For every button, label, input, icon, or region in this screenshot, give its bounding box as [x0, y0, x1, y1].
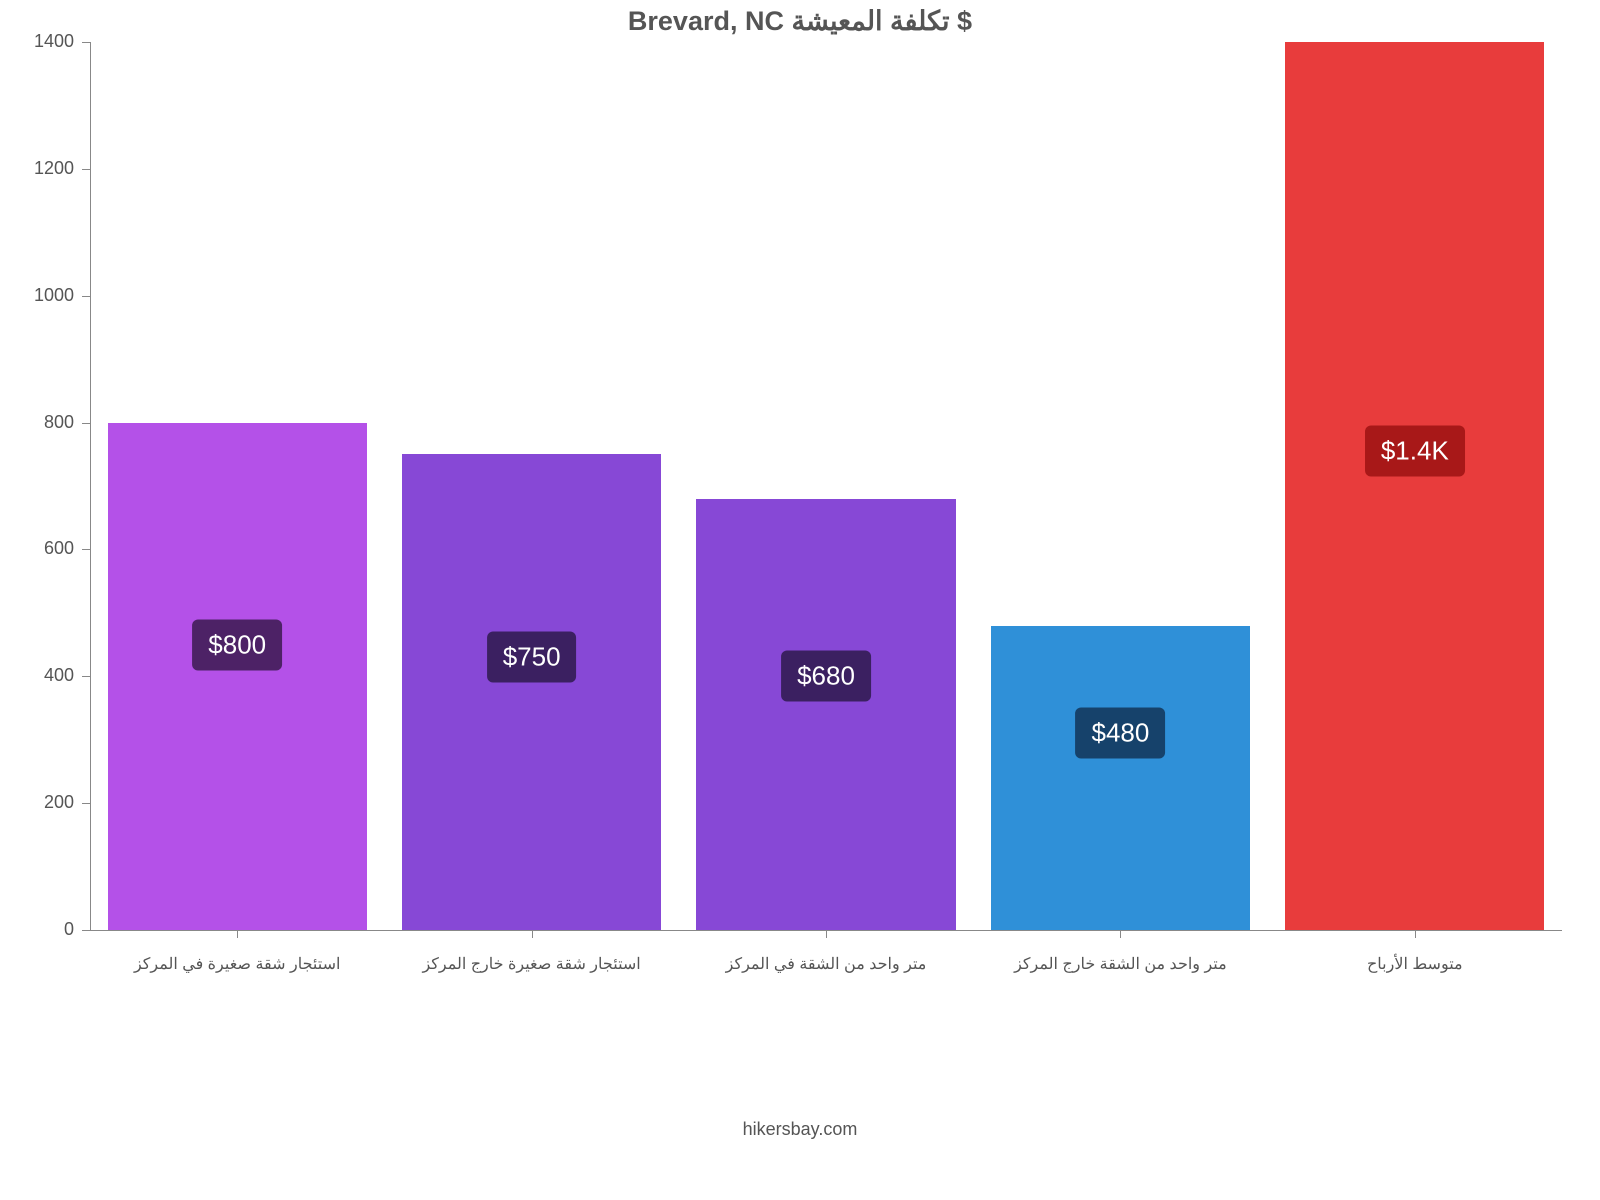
xtick-label: متر واحد من الشقة خارج المركز: [1014, 954, 1227, 974]
xtick-label: استئجار شقة صغيرة خارج المركز: [422, 954, 640, 974]
bar-value-label: $480: [1076, 708, 1166, 759]
bar-slot: $750: [384, 42, 678, 930]
plot-area: $800 $750 $680 $480 $1.4K: [90, 42, 1562, 930]
bar: $480: [991, 626, 1250, 930]
ytick-mark: [82, 676, 90, 677]
ytick-mark: [82, 42, 90, 43]
y-axis: [90, 42, 91, 930]
ytick-mark: [82, 803, 90, 804]
ytick-mark: [82, 296, 90, 297]
xtick-mark: [532, 930, 533, 938]
xtick-label: متر واحد من الشقة في المركز: [726, 954, 927, 974]
xtick-mark: [1415, 930, 1416, 938]
ytick-label: 1000: [0, 285, 74, 306]
footer-attribution: hikersbay.com: [0, 1119, 1600, 1140]
chart-title: Brevard, NC تكلفة المعيشة $: [0, 6, 1600, 37]
xtick-label: استئجار شقة صغيرة في المركز: [134, 954, 340, 974]
ytick-mark: [82, 930, 90, 931]
ytick-label: 600: [0, 538, 74, 559]
bar-value-label: $800: [192, 619, 282, 670]
bars-group: $800 $750 $680 $480 $1.4K: [90, 42, 1562, 930]
chart-container: Brevard, NC تكلفة المعيشة $ $800 $750 $680…: [0, 0, 1600, 1200]
ytick-label: 400: [0, 665, 74, 686]
xtick-mark: [826, 930, 827, 938]
bar-slot: $680: [679, 42, 973, 930]
bar-slot: $480: [973, 42, 1267, 930]
xtick-mark: [237, 930, 238, 938]
ytick-mark: [82, 169, 90, 170]
ytick-mark: [82, 549, 90, 550]
bar-slot: $1.4K: [1268, 42, 1562, 930]
bar: $680: [696, 499, 955, 930]
ytick-label: 200: [0, 792, 74, 813]
bar: $750: [402, 454, 661, 930]
ytick-label: 0: [0, 919, 74, 940]
ytick-mark: [82, 423, 90, 424]
bar-slot: $800: [90, 42, 384, 930]
bar-value-label: $750: [487, 632, 577, 683]
bar: $1.4K: [1285, 42, 1544, 930]
ytick-label: 1400: [0, 31, 74, 52]
xtick-mark: [1120, 930, 1121, 938]
bar-value-label: $1.4K: [1365, 426, 1465, 477]
ytick-label: 800: [0, 412, 74, 433]
xtick-label: متوسط الأرباح: [1367, 954, 1463, 974]
ytick-label: 1200: [0, 158, 74, 179]
bar: $800: [108, 423, 367, 930]
bar-value-label: $680: [781, 651, 871, 702]
